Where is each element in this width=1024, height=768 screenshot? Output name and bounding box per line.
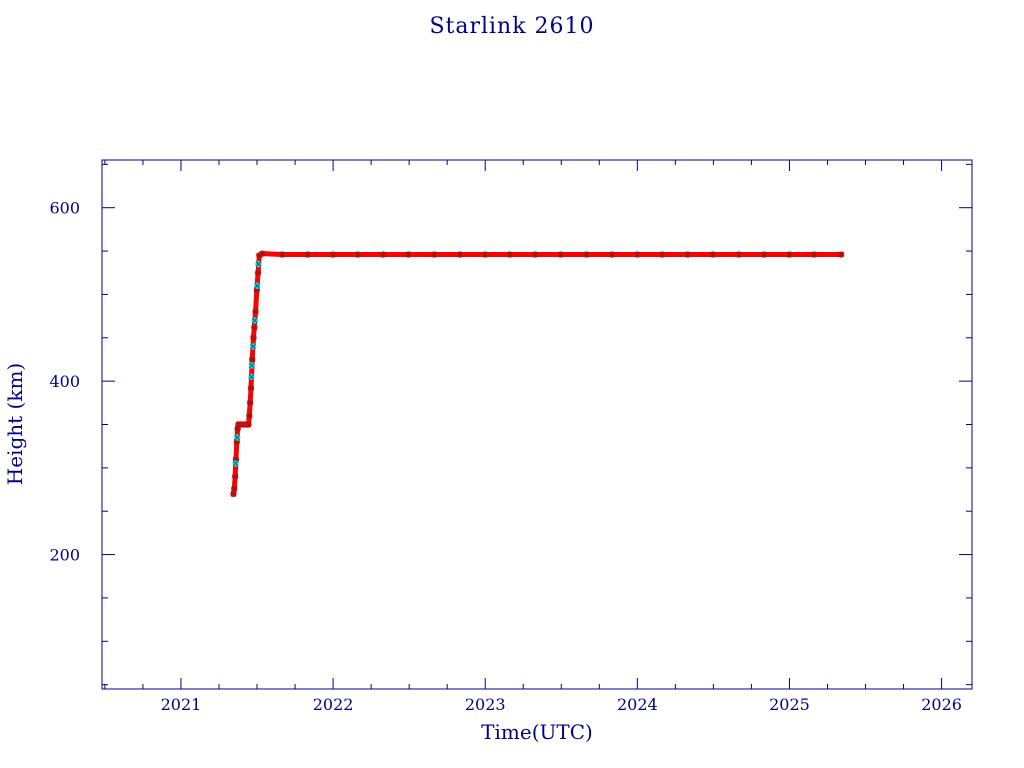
data-point-secondary [249, 343, 257, 350]
data-point [231, 485, 238, 492]
data-point [760, 251, 768, 258]
data-point [249, 356, 256, 363]
x-tick-label: 2022 [313, 695, 354, 714]
data-point [684, 251, 691, 258]
data-point [245, 421, 252, 428]
data-point [252, 308, 259, 315]
data-point [279, 251, 286, 258]
plot-frame [101, 159, 973, 690]
data-point [557, 251, 564, 258]
data-point [251, 324, 258, 331]
y-tick-label: 200 [49, 546, 80, 565]
data-point [247, 384, 255, 392]
data-point [786, 251, 793, 258]
x-tick-label: 2025 [769, 695, 810, 714]
data-point-secondary [251, 317, 258, 324]
data-point-secondary [255, 260, 262, 268]
data-point [259, 250, 266, 257]
series-lines [231, 251, 842, 495]
data-point [354, 251, 361, 258]
y-tick-label: 400 [49, 372, 80, 391]
data-point-secondary [248, 362, 256, 369]
y-tick-labels: 200 400 600 [49, 199, 80, 565]
x-tick-label: 2023 [465, 695, 506, 714]
data-point-secondary [234, 434, 241, 441]
y-tick-label: 600 [49, 199, 80, 218]
data-points [230, 250, 845, 498]
chart-title: Starlink 2610 [429, 14, 595, 39]
data-point [329, 251, 337, 258]
data-point [709, 251, 717, 258]
data-point-secondary [254, 282, 261, 289]
data-point [379, 251, 387, 258]
data-point [405, 251, 412, 258]
x-tick-label: 2021 [161, 695, 202, 714]
data-point [431, 251, 438, 258]
data-point [608, 251, 616, 258]
data-point [246, 412, 253, 420]
axis-ticks [102, 160, 972, 689]
series-line [231, 251, 842, 495]
data-point [583, 251, 590, 258]
data-point [634, 251, 641, 258]
data-point [254, 269, 262, 276]
y-axis-label: Height (km) [3, 363, 27, 485]
data-point-secondary [248, 373, 255, 381]
data-point [735, 251, 742, 258]
data-point [532, 251, 539, 258]
x-tick-label: 2026 [921, 695, 962, 714]
data-point [456, 251, 463, 258]
x-axis-label: Time(UTC) [481, 720, 593, 744]
data-point [506, 251, 514, 258]
data-point [482, 251, 489, 258]
data-point [659, 251, 666, 258]
data-point [810, 251, 818, 258]
data-point [837, 251, 845, 258]
x-tick-label: 2024 [617, 695, 658, 714]
data-point [230, 490, 237, 498]
data-point [231, 473, 239, 480]
data-point [304, 251, 311, 258]
data-point-secondary [232, 460, 239, 467]
data-point [250, 334, 257, 341]
x-tick-labels: 2021 2022 2023 2024 2025 2026 [161, 695, 962, 714]
data-point [246, 399, 254, 407]
